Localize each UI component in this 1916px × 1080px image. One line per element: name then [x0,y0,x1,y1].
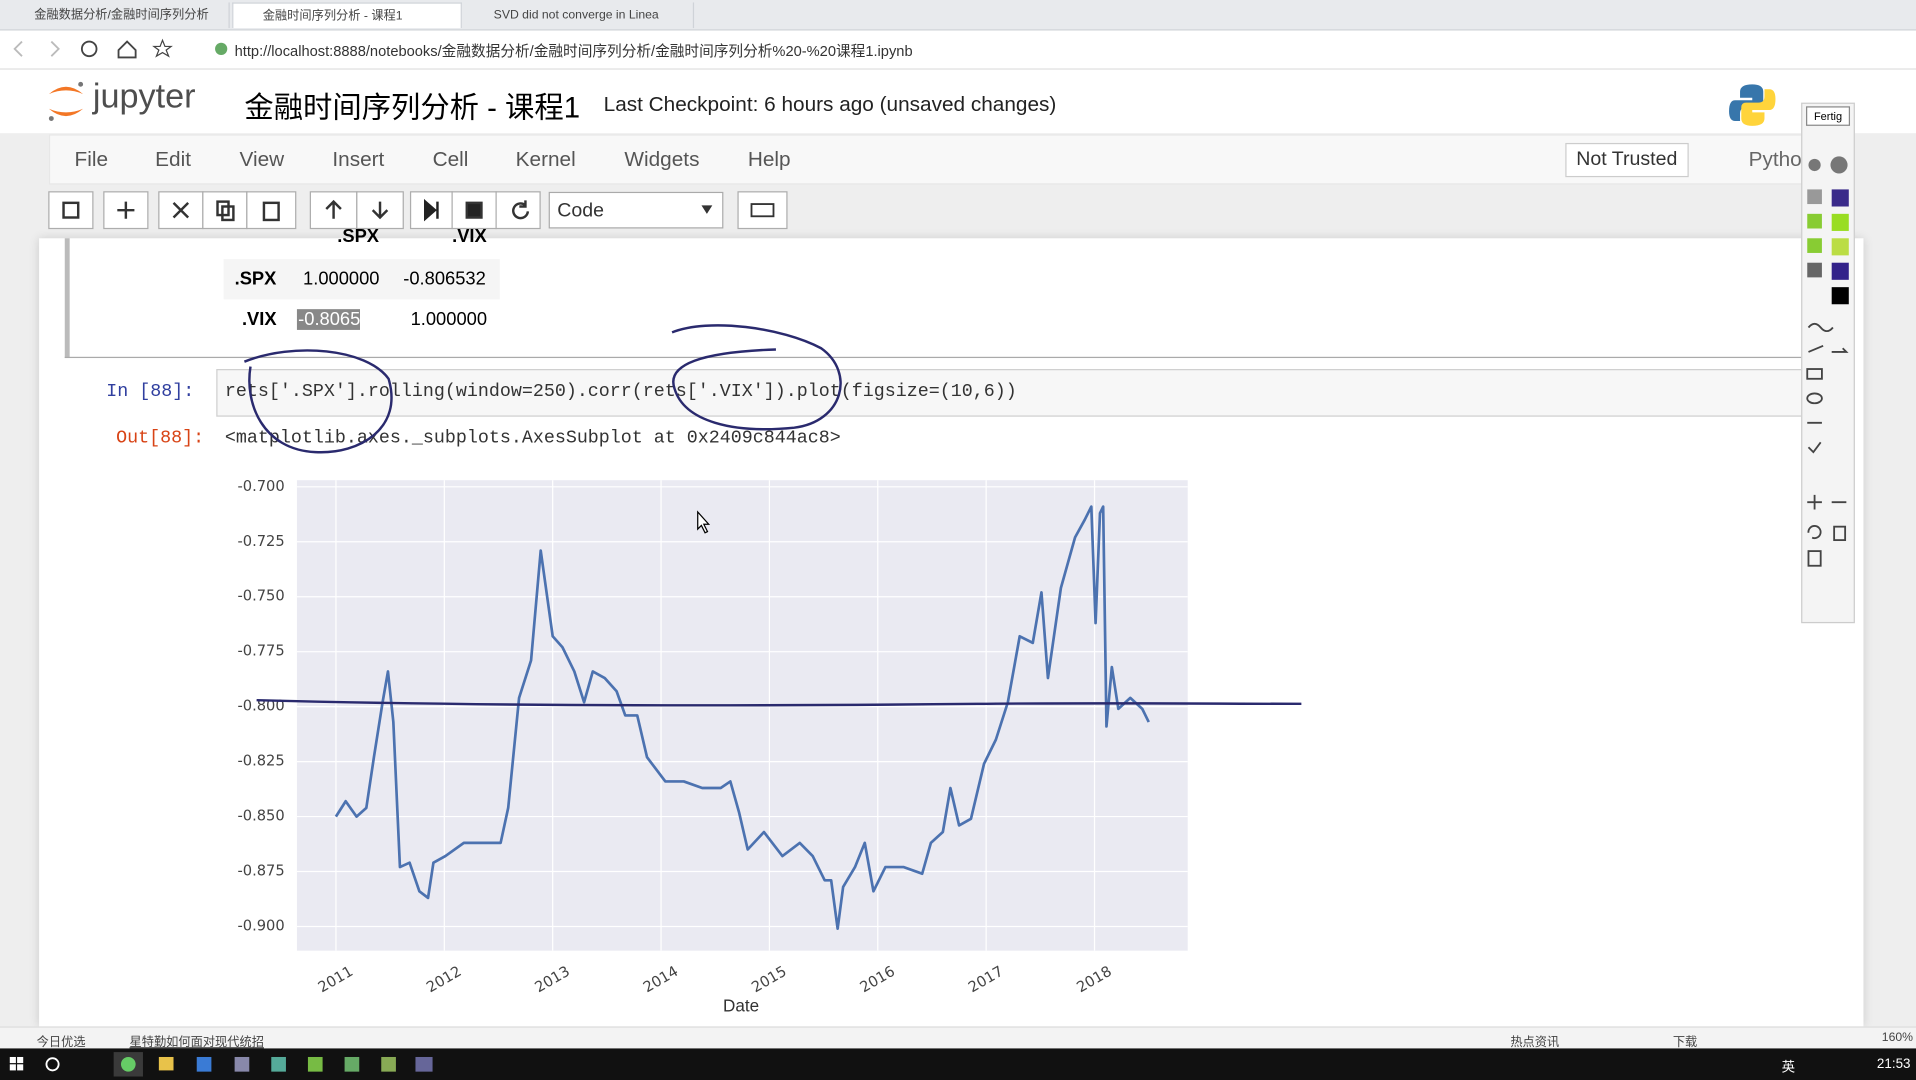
taskbar-icons [9,1052,433,1077]
jupyter-logo-icon [48,81,84,121]
menu-item[interactable]: Edit [155,147,191,172]
cell-border [64,238,70,359]
y-tick-label: -0.725 [237,533,284,550]
menu-item[interactable]: View [239,147,285,172]
zoom-level[interactable]: 160% [1881,1031,1914,1045]
x-tick-label: 2017 [966,963,1007,996]
x-tick-label: 2013 [532,963,573,996]
menu-item[interactable]: Widgets [624,147,700,172]
dropdown-arrow [701,205,713,214]
table-header: .VIX [452,226,487,247]
cell-type-select[interactable]: Code [548,191,724,229]
table-row-label: .VIX [241,309,277,330]
table-cell: -0.806532 [296,309,382,330]
y-tick-label: -0.850 [237,808,284,825]
y-tick-label: -0.800 [237,698,284,715]
table-cell: 1.000000 [303,268,380,290]
tab[interactable]: 金融时间序列分析 - 课程1 [232,2,462,29]
tab[interactable]: SVD did not converge in Linea [464,2,695,29]
cell-border [64,356,1837,359]
table-row-label: .SPX [234,268,277,290]
keyboard-button[interactable] [737,191,788,230]
y-tick-label: -0.750 [237,588,284,605]
status-text[interactable]: 热点资讯 [1510,1036,1560,1050]
logo-text[interactable]: jupyter [92,76,196,115]
url[interactable]: http://localhost:8888/notebooks/金融数据分析/金… [234,42,913,60]
table-header: .SPX [337,226,380,247]
pen-tool-panel: Fertig [1801,102,1855,624]
tab[interactable]: 金融数据分析/金融时间序列分析 [5,2,230,29]
menu-item[interactable]: Kernel [515,147,576,172]
x-tick-label: 2018 [1074,963,1115,996]
restart-button[interactable] [495,191,541,230]
menu-bar: File Edit View Insert Cell Kernel Widget… [48,134,1811,185]
checkpoint: Last Checkpoint: 6 hours ago (unsaved ch… [603,92,1057,117]
in-prompt: In [88]: [106,381,195,403]
x-tick-label: 2015 [749,963,790,996]
y-tick-label: -0.775 [237,643,284,660]
menu-item[interactable]: Help [747,147,791,172]
toolbar-buttons [48,191,788,230]
python-logo [1729,84,1776,126]
toolbar: Code [0,186,1808,237]
notebook-header: jupyter 金融时间序列分析 - 课程1 Last Checkpoint: … [0,69,1916,134]
trusted-indicator[interactable]: Not Trusted [1565,142,1689,178]
taskbar: 英 21:53 [0,1048,1916,1080]
clock[interactable]: 21:53 [1876,1056,1911,1072]
move-up-button[interactable] [309,191,358,230]
y-tick-label: -0.900 [237,917,284,934]
x-tick-label: 2011 [315,963,356,996]
menu-item[interactable]: Insert [332,147,385,172]
table-row-shade [223,259,500,300]
y-tick-label: -0.825 [237,753,284,770]
y-tick-label: -0.700 [237,478,284,495]
copy-button[interactable] [202,191,248,230]
y-tick-label: -0.875 [237,863,284,880]
x-axis-label: Date [723,996,759,1015]
pen-tools [1806,156,1849,567]
move-down-button[interactable] [356,191,404,230]
nav-icons [13,38,228,59]
table-cell: -0.806532 [403,268,486,290]
tab-bar: 金融数据分析/金融时间序列分析 金融时间序列分析 - 课程1 SVD did n… [0,0,1916,31]
code-cell[interactable] [216,369,1808,417]
save-button[interactable] [48,191,94,230]
x-tick-label: 2014 [640,963,681,996]
x-tick-label: 2016 [857,963,898,996]
status-text[interactable]: 今日优选 [36,1036,86,1050]
table-cell: 1.000000 [410,309,488,330]
input-language[interactable]: 英 [1781,1060,1796,1076]
address-bar: http://localhost:8888/notebooks/金融数据分析/金… [0,30,1916,70]
status-news[interactable]: 星特勤如何面对现代统招 [129,1036,264,1050]
data-line [334,505,1150,931]
plot-area [296,480,1188,951]
notebook-title[interactable]: 金融时间序列分析 - 课程1 [244,91,581,125]
out-prompt: Out[88]: [116,427,205,449]
status-text[interactable]: 下载 [1672,1036,1698,1050]
menu-item[interactable]: Cell [432,147,469,172]
menu-item[interactable]: File [74,147,109,172]
status-bar: 今日优选 星特勤如何面对现代统招 热点资讯 下载 160% [0,1026,1916,1050]
paste-button[interactable] [246,191,297,230]
x-tick-label: 2012 [424,963,465,996]
kernel-name: Pytho [1748,147,1802,172]
panel-button[interactable]: Fertig [1806,106,1851,126]
